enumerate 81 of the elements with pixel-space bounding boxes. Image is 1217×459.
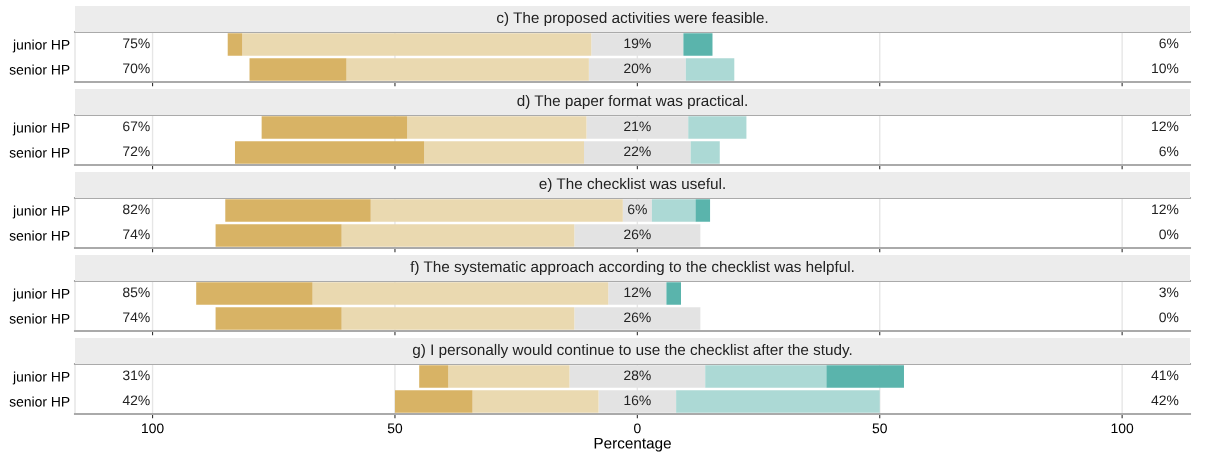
bar: [394, 390, 473, 413]
annotation: 20%: [624, 63, 651, 74]
bar: [424, 141, 585, 164]
bar: [215, 307, 342, 330]
annotation: 28%: [624, 370, 651, 381]
x-axis-title: Percentage: [594, 437, 671, 452]
bar: [227, 33, 243, 56]
bar: [705, 365, 827, 388]
bar: [688, 116, 747, 139]
bar: [695, 199, 711, 222]
annotation: 85%: [123, 287, 150, 298]
bar: [448, 365, 570, 388]
x-tick-label: 100: [142, 423, 164, 434]
bar: [690, 141, 720, 164]
chart-title: e) The checklist was useful.: [539, 177, 725, 193]
x-tick-label: 100: [1111, 423, 1134, 434]
annotation: 75%: [123, 38, 150, 49]
bar: [676, 390, 880, 413]
annotation: 6%: [628, 204, 647, 215]
annotation: 41%: [1151, 370, 1179, 381]
annotation: 26%: [624, 312, 651, 323]
y-tick-label: junior HP: [12, 39, 70, 53]
y-tick-label: senior HP: [9, 313, 70, 324]
y-tick-label: junior HP: [12, 205, 70, 219]
y-tick-label: junior HP: [12, 288, 70, 302]
annotation: 16%: [624, 395, 651, 406]
y-tick-label: senior HP: [9, 230, 70, 241]
bar: [215, 224, 342, 247]
annotation: 82%: [123, 204, 150, 215]
bar: [242, 33, 592, 56]
bar: [826, 365, 904, 388]
bar: [249, 58, 347, 81]
bar: [341, 224, 575, 247]
chart-title: g) I personally would continue to use the checklist after the study.: [412, 343, 852, 359]
y-tick-label: junior HP: [12, 122, 70, 136]
y-tick-label: junior HP: [12, 371, 70, 385]
y-tick-label: senior HP: [9, 64, 70, 75]
annotation: 72%: [123, 146, 150, 157]
annotation: 26%: [624, 229, 651, 240]
bar: [346, 58, 589, 81]
x-tick-label: 50: [872, 423, 887, 434]
bar: [419, 365, 449, 388]
bar: [225, 199, 371, 222]
annotation: 42%: [1151, 395, 1179, 406]
bar: [341, 307, 575, 330]
bar: [472, 390, 599, 413]
annotation: 42%: [122, 395, 150, 406]
bar: [370, 199, 623, 222]
bar: [407, 116, 587, 139]
annotation: 10%: [1152, 63, 1179, 74]
y-tick-label: senior HP: [9, 396, 70, 407]
annotation: 12%: [1152, 204, 1179, 215]
annotation: 0%: [1159, 312, 1179, 323]
chart-title: c) The proposed activities were feasible.: [497, 11, 768, 27]
chart-title: f) The systematic approach according to the checklist was helpful.: [410, 260, 854, 276]
annotation: 6%: [1159, 38, 1179, 49]
bar: [683, 33, 713, 56]
annotation: 12%: [624, 287, 651, 298]
annotation: 67%: [123, 121, 150, 132]
annotation: 19%: [624, 38, 651, 49]
annotation: 74%: [123, 312, 150, 323]
annotation: 22%: [624, 146, 651, 157]
bar: [196, 282, 313, 305]
bar: [234, 141, 425, 164]
annotation: 3%: [1159, 287, 1179, 298]
annotation: 74%: [123, 229, 150, 240]
x-tick-label: 0: [634, 423, 641, 434]
annotation: 70%: [123, 63, 150, 74]
y-tick-label: senior HP: [9, 147, 70, 158]
x-tick-label: 50: [387, 423, 403, 434]
annotation: 0%: [1159, 229, 1179, 240]
bar: [666, 282, 681, 305]
annotation: 12%: [1152, 121, 1179, 132]
bar: [312, 282, 609, 305]
bar: [651, 199, 696, 222]
chart-title: d) The paper format was practical.: [517, 94, 747, 110]
annotation: 31%: [122, 370, 150, 381]
bar: [685, 58, 735, 81]
annotation: 6%: [1159, 146, 1179, 157]
annotation: 21%: [624, 121, 651, 132]
bar: [261, 116, 408, 139]
